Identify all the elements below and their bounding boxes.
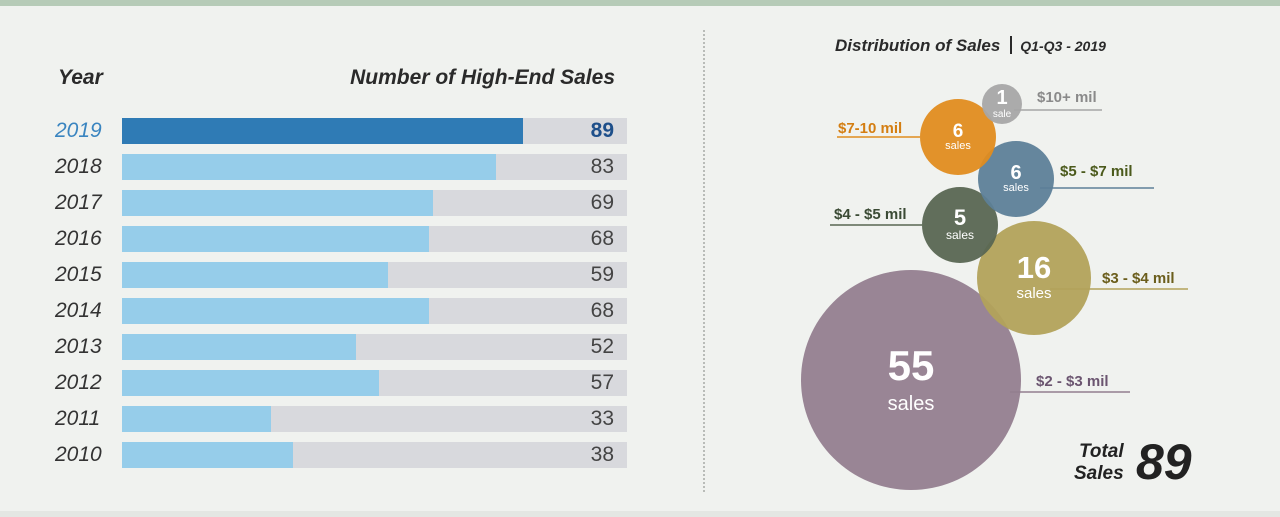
- bubble-count: 55: [888, 342, 935, 389]
- bubble: [977, 221, 1091, 335]
- year-label: 2016: [55, 227, 102, 250]
- bar-fill: [122, 190, 434, 216]
- sales-column-header: Number of High-End Sales: [350, 66, 615, 89]
- bubble-count: 6: [1010, 162, 1021, 184]
- year-label: 2014: [55, 299, 102, 322]
- bar-value: 83: [590, 155, 614, 178]
- bar-row: 2019 89: [0, 117, 700, 145]
- bar-value: 38: [590, 443, 614, 466]
- bubble: [982, 84, 1022, 124]
- year-label: 2010: [55, 443, 102, 466]
- year-label: 2011: [55, 407, 101, 430]
- year-column-header: Year: [58, 66, 103, 89]
- bar-track: [122, 118, 627, 144]
- bubble-category-label: $10+ mil: [1037, 89, 1097, 106]
- bar-fill: [122, 406, 271, 432]
- top-accent-bar: [0, 0, 1280, 6]
- bubble-unit: sales: [945, 140, 971, 152]
- title-separator: [1010, 36, 1013, 54]
- bottom-accent-bar: [0, 511, 1280, 517]
- bar-track: [122, 298, 627, 324]
- bar-value: 59: [590, 263, 614, 286]
- bar-track: [122, 226, 627, 252]
- bar-value: 57: [590, 371, 614, 394]
- bubble-count: 1: [996, 87, 1007, 109]
- bar-fill: [122, 262, 389, 288]
- bubble: [922, 187, 998, 263]
- bubble-count: 5: [954, 205, 966, 230]
- bubble: [801, 270, 1021, 490]
- bubble-category-label: $5 - $7 mil: [1060, 163, 1133, 180]
- bar-row: 2012 57: [0, 369, 700, 397]
- year-label: 2019: [55, 119, 102, 142]
- bar-track: [122, 154, 627, 180]
- bubble-category-label: $4 - $5 mil: [834, 206, 907, 223]
- bar-row: 2017 69: [0, 189, 700, 217]
- total-label-line2: Sales: [1074, 463, 1124, 484]
- bar-row: 2018 83: [0, 153, 700, 181]
- bar-value: 69: [590, 191, 614, 214]
- bubble-category-label: $2 - $3 mil: [1036, 373, 1109, 390]
- panel-divider: [703, 30, 705, 492]
- year-label: 2018: [55, 155, 102, 178]
- bar-value: 89: [590, 119, 614, 142]
- bubble-group: 55 sales: [801, 270, 1021, 490]
- bar-fill: [122, 370, 379, 396]
- year-label: 2012: [55, 371, 102, 394]
- total-label-line1: Total: [1078, 441, 1124, 462]
- distribution-title: Distribution of Sales Q1-Q3 - 2019: [835, 36, 1106, 56]
- bubble-unit: sales: [1003, 182, 1029, 194]
- bubble-unit: sales: [1016, 285, 1051, 302]
- bubble-count: 16: [1017, 250, 1051, 285]
- bubble: [978, 141, 1054, 217]
- total-sales-label: Total Sales: [1074, 441, 1124, 485]
- year-label: 2015: [55, 263, 102, 286]
- bubble-unit: sale: [993, 109, 1012, 120]
- bubble-category-label: $7-10 mil: [838, 120, 902, 137]
- bubble-count: 6: [953, 121, 964, 142]
- bar-row: 2016 68: [0, 225, 700, 253]
- bar-fill: [122, 154, 497, 180]
- bar-value: 52: [590, 335, 614, 358]
- year-label: 2013: [55, 335, 102, 358]
- total-sales-value: 89: [1136, 434, 1192, 490]
- bar-track: [122, 190, 627, 216]
- distribution-title-text: Distribution of Sales: [835, 36, 1001, 55]
- bar-fill: [122, 442, 294, 468]
- bar-value: 33: [590, 407, 614, 430]
- bar-track: [122, 262, 627, 288]
- bar-value: 68: [590, 299, 614, 322]
- bar-row: 2011 33: [0, 405, 700, 433]
- bar-row: 2010 38: [0, 441, 700, 469]
- bubble-unit: sales: [888, 393, 935, 415]
- bar-row: 2013 52: [0, 333, 700, 361]
- bar-track: [122, 370, 627, 396]
- bar-value: 68: [590, 227, 614, 250]
- distribution-subtitle: Q1-Q3 - 2019: [1020, 38, 1106, 54]
- bar-row: 2015 59: [0, 261, 700, 289]
- bar-fill: [122, 118, 524, 144]
- year-label: 2017: [55, 191, 102, 214]
- bar-fill: [122, 226, 429, 252]
- bar-fill: [122, 298, 429, 324]
- bar-fill: [122, 334, 357, 360]
- bubble-category-label: $3 - $4 mil: [1102, 270, 1175, 287]
- bar-row: 2014 68: [0, 297, 700, 325]
- bar-track: [122, 406, 627, 432]
- bar-track: [122, 334, 627, 360]
- bar-track: [122, 442, 627, 468]
- bubble-unit: sales: [946, 228, 974, 242]
- bubble: [920, 99, 996, 175]
